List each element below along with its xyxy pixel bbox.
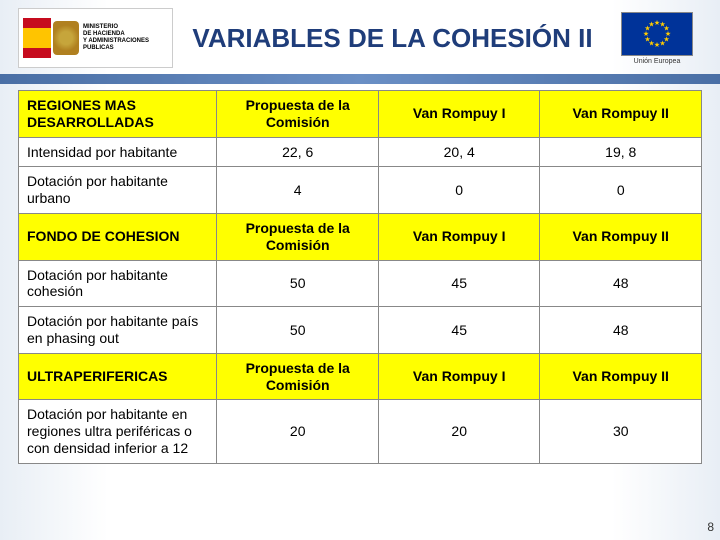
- table-row: Intensidad por habitante22, 620, 419, 8: [19, 137, 702, 167]
- table-cell: 45: [378, 307, 540, 354]
- table-cell: 0: [540, 167, 702, 214]
- eu-label: Unión Europea: [634, 58, 681, 65]
- table-cell: 48: [540, 307, 702, 354]
- table-cell: 22, 6: [217, 137, 379, 167]
- table-row: Dotación por habitante país en phasing o…: [19, 307, 702, 354]
- header: MINISTERIO DE HACIENDA Y ADMINISTRACIONE…: [0, 0, 720, 72]
- cohesion-table: REGIONES MAS DESARROLLADASPropuesta de l…: [18, 90, 702, 464]
- table-header-cell: Van Rompuy I: [378, 91, 540, 138]
- eu-logo: ★★★★★★★★★★★★ Unión Europea: [612, 8, 702, 68]
- table-header-cell: Propuesta de la Comisión: [217, 213, 379, 260]
- table-cell: 30: [540, 400, 702, 463]
- table-header-cell: Van Rompuy I: [378, 353, 540, 400]
- table-cell: 20, 4: [378, 137, 540, 167]
- table-cell: Dotación por habitante cohesión: [19, 260, 217, 307]
- table-header-row: ULTRAPERIFERICASPropuesta de la Comisión…: [19, 353, 702, 400]
- ministry-text: MINISTERIO DE HACIENDA Y ADMINISTRACIONE…: [83, 24, 149, 53]
- table-header-row: REGIONES MAS DESARROLLADASPropuesta de l…: [19, 91, 702, 138]
- table-cell: Dotación por habitante urbano: [19, 167, 217, 214]
- table-header-cell: Propuesta de la Comisión: [217, 91, 379, 138]
- table-header-cell: ULTRAPERIFERICAS: [19, 353, 217, 400]
- table-cell: 48: [540, 260, 702, 307]
- table-cell: Dotación por habitante en regiones ultra…: [19, 400, 217, 463]
- table-cell: 45: [378, 260, 540, 307]
- table-cell: 0: [378, 167, 540, 214]
- table-cell: 50: [217, 260, 379, 307]
- table-header-cell: Propuesta de la Comisión: [217, 353, 379, 400]
- table-header-cell: Van Rompuy I: [378, 213, 540, 260]
- table-cell: 20: [217, 400, 379, 463]
- table-header-cell: Van Rompuy II: [540, 91, 702, 138]
- page-title: VARIABLES DE LA COHESIÓN II: [173, 24, 612, 53]
- table-row: Dotación por habitante cohesión504548: [19, 260, 702, 307]
- table-row: Dotación por habitante urbano400: [19, 167, 702, 214]
- coat-of-arms-icon: [53, 21, 79, 55]
- table-header-cell: REGIONES MAS DESARROLLADAS: [19, 91, 217, 138]
- table-header-cell: FONDO DE COHESION: [19, 213, 217, 260]
- table-header-cell: Van Rompuy II: [540, 213, 702, 260]
- blue-band: [0, 74, 720, 84]
- table-cell: 4: [217, 167, 379, 214]
- table-cell: Intensidad por habitante: [19, 137, 217, 167]
- table-header-row: FONDO DE COHESIONPropuesta de la Comisió…: [19, 213, 702, 260]
- table-cell: 50: [217, 307, 379, 354]
- page-number: 8: [707, 520, 714, 534]
- eu-flag-icon: ★★★★★★★★★★★★: [621, 12, 693, 56]
- table-cell: Dotación por habitante país en phasing o…: [19, 307, 217, 354]
- table-cell: 20: [378, 400, 540, 463]
- table-cell: 19, 8: [540, 137, 702, 167]
- ministry-logo: MINISTERIO DE HACIENDA Y ADMINISTRACIONE…: [18, 8, 173, 68]
- table-header-cell: Van Rompuy II: [540, 353, 702, 400]
- spain-flag-icon: [23, 18, 51, 58]
- table-row: Dotación por habitante en regiones ultra…: [19, 400, 702, 463]
